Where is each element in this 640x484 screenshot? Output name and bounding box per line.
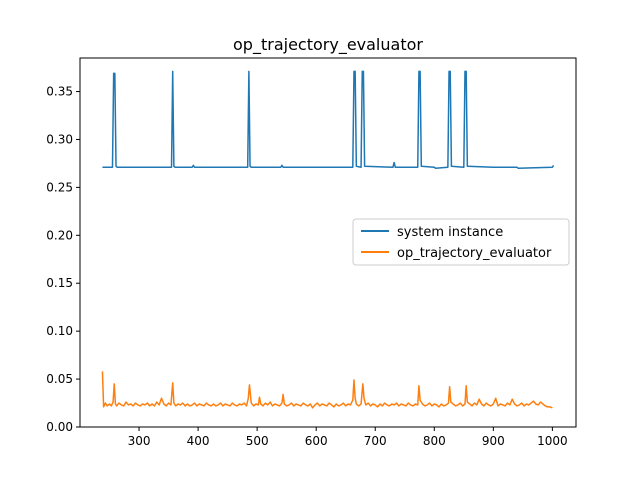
legend-frame: [352, 218, 570, 266]
x-tick-label: 1000: [537, 434, 568, 448]
y-tick-label: 0.15: [46, 276, 73, 290]
x-tick-label: 900: [482, 434, 505, 448]
chart-title: op_trajectory_evaluator: [233, 35, 423, 55]
y-tick-label: 0.25: [46, 180, 73, 194]
legend-label-op-trajectory-evaluator: op_trajectory_evaluator: [397, 246, 552, 261]
series-line-op-trajectory-evaluator: [101, 371, 553, 409]
x-tick-label: 700: [364, 434, 387, 448]
x-tick-label: 300: [128, 434, 151, 448]
x-tick-label: 600: [305, 434, 328, 448]
y-tick-label: 0.35: [46, 85, 73, 99]
y-tick-label: 0.00: [46, 420, 73, 434]
y-tick-label: 0.30: [46, 132, 73, 146]
series-line-system-instance: [102, 70, 555, 169]
series-layer: [101, 70, 555, 409]
x-tick-label: 400: [187, 434, 210, 448]
x-tick-label: 500: [246, 434, 269, 448]
y-tick-label: 0.05: [46, 372, 73, 386]
legend-label-system-instance: system instance: [397, 225, 503, 240]
y-tick-label: 0.20: [46, 228, 73, 242]
axes-layer: 300 400 500 600 700 800 900 1000 0.00 0.05 0.10 0.1…: [46, 57, 577, 448]
x-tick-label: 800: [423, 434, 446, 448]
plot-frame: [79, 57, 577, 428]
legend: system instance op_trajectory_evaluator: [352, 218, 570, 266]
y-tick-label: 0.10: [46, 324, 73, 338]
